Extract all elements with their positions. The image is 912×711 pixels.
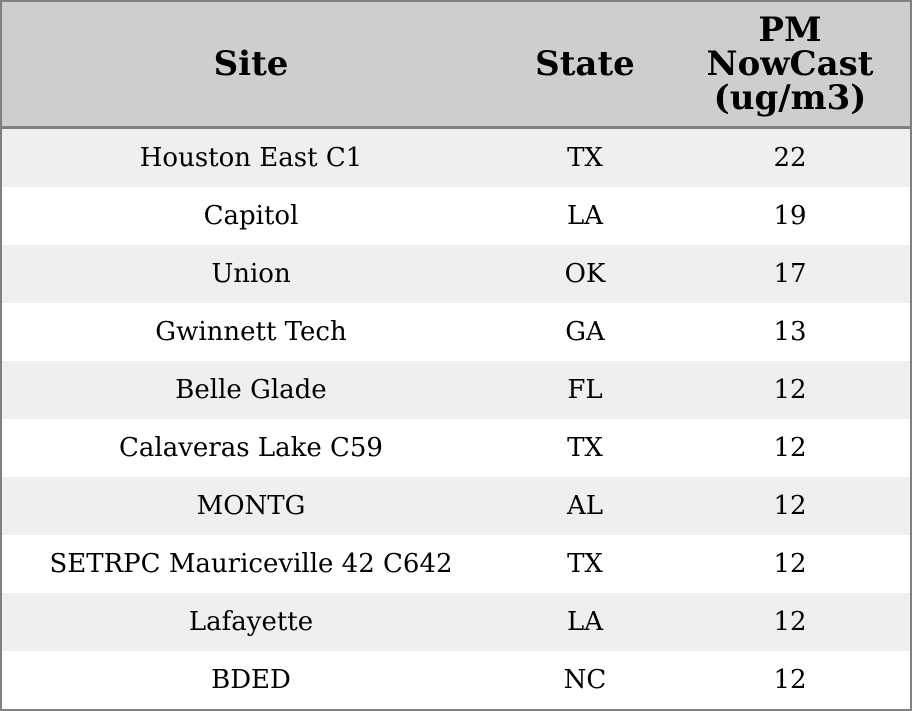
header-site: Site: [213, 44, 289, 84]
cell-site: Capitol: [203, 201, 299, 231]
cell-pm-nowcast: 12: [773, 665, 807, 695]
cell-state: OK: [564, 259, 606, 289]
cell-pm-nowcast: 17: [773, 259, 807, 289]
table-row: Houston East C1 TX 22: [2, 129, 910, 187]
cell-state: TX: [567, 549, 603, 579]
cell-pm-nowcast: 19: [773, 201, 807, 231]
cell-state: FL: [567, 375, 603, 405]
table-body: Houston East C1 TX 22 Capitol LA 19 Union OK 17 G…: [2, 129, 910, 709]
table-row: BDED NC 12: [2, 651, 910, 709]
cell-pm-nowcast: 12: [773, 433, 807, 463]
cell-site: Calaveras Lake C59: [119, 433, 383, 463]
cell-site: SETRPC Mauriceville 42 C642: [49, 549, 453, 579]
table-row: Lafayette LA 12: [2, 593, 910, 651]
cell-state: AL: [566, 491, 604, 521]
cell-site: Belle Glade: [175, 375, 327, 405]
cell-site: Union: [211, 259, 291, 289]
cell-site: Houston East C1: [139, 143, 363, 173]
table-row: Calaveras Lake C59 TX 12: [2, 419, 910, 477]
table-row: MONTG AL 12: [2, 477, 910, 535]
cell-pm-nowcast: 12: [773, 375, 807, 405]
cell-site: BDED: [211, 665, 291, 695]
cell-site: Gwinnett Tech: [155, 317, 347, 347]
cell-state: TX: [567, 433, 603, 463]
cell-state: TX: [567, 143, 603, 173]
cell-pm-nowcast: 12: [773, 491, 807, 521]
cell-state: LA: [566, 201, 604, 231]
cell-site: Lafayette: [188, 607, 314, 637]
header-state: State: [535, 44, 635, 84]
cell-pm-nowcast: 12: [773, 549, 807, 579]
cell-pm-nowcast: 13: [773, 317, 807, 347]
cell-state: NC: [563, 665, 607, 695]
table-row: Capitol LA 19: [2, 187, 910, 245]
cell-pm-nowcast: 12: [773, 607, 807, 637]
table-row: Belle Glade FL 12: [2, 361, 910, 419]
table-row: Gwinnett Tech GA 13: [2, 303, 910, 361]
table-header: Site State PM NowCast (ug/m3): [2, 2, 910, 129]
cell-site: MONTG: [196, 491, 306, 521]
cell-pm-nowcast: 22: [773, 143, 807, 173]
table-row: SETRPC Mauriceville 42 C642 TX 12: [2, 535, 910, 593]
cell-state: GA: [565, 317, 605, 347]
cell-state: LA: [566, 607, 604, 637]
table-row: Union OK 17: [2, 245, 910, 303]
header-pm-nowcast: PM NowCast (ug/m3): [706, 10, 874, 118]
